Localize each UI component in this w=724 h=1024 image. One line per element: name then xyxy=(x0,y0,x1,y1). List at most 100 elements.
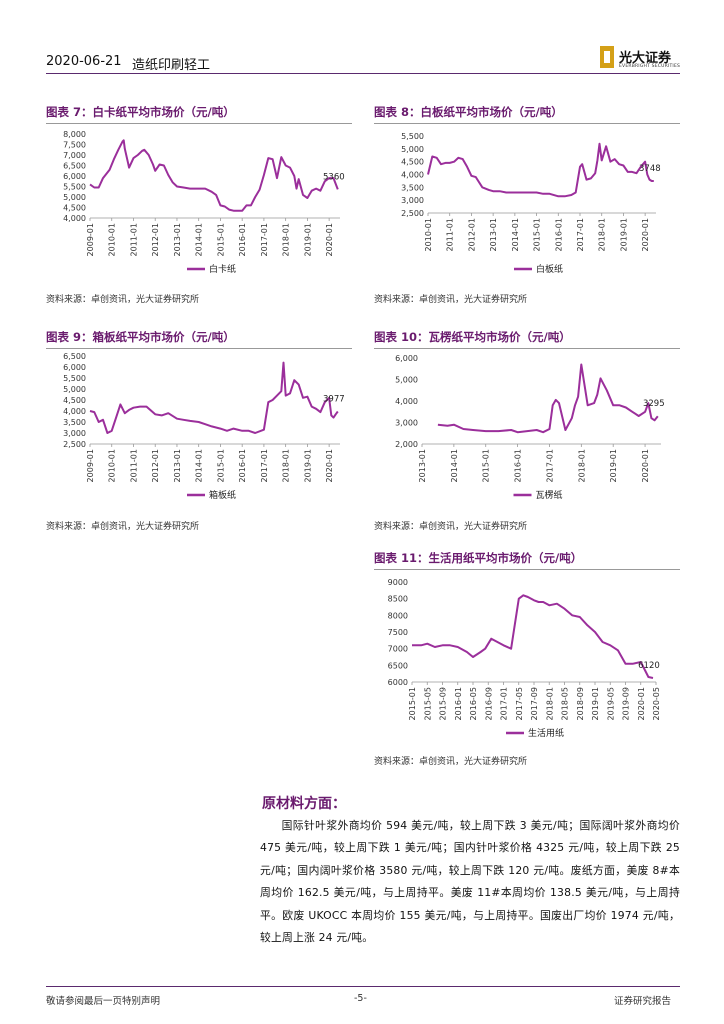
footer-disclaimer: 敬请参阅最后一页特别声明 xyxy=(46,996,161,1007)
x-tick-label: 2013-01 xyxy=(173,223,182,256)
x-tick-label: 2018-09 xyxy=(576,687,585,720)
x-tick-label: 2018-05 xyxy=(561,687,570,720)
y-tick-label: 8000 xyxy=(388,611,408,620)
y-tick-label: 6,000 xyxy=(63,172,86,181)
x-tick-label: 2016-01 xyxy=(554,218,563,251)
y-tick-label: 5,500 xyxy=(63,183,86,192)
last-value-label: 3977 xyxy=(323,395,345,405)
x-tick-label: 2011-01 xyxy=(129,449,138,482)
brand-name: 光大证券 xyxy=(619,51,672,66)
y-tick-label: 4,000 xyxy=(401,171,424,180)
figure-11-title-rule xyxy=(374,569,680,570)
x-tick-label: 2020-01 xyxy=(637,687,646,720)
x-tick-label: 2020-01 xyxy=(641,218,650,251)
page-number: -5- xyxy=(354,993,367,1004)
last-value-label: 5360 xyxy=(323,172,345,182)
figure-9-title: 图表 9：箱板纸平均市场价（元/吨） xyxy=(46,330,235,344)
y-tick-label: 2,500 xyxy=(63,440,86,449)
x-tick-label: 2016-01 xyxy=(454,687,463,720)
y-tick-label: 6,500 xyxy=(63,352,86,361)
x-tick-label: 2018-01 xyxy=(577,449,586,482)
x-tick-label: 2012-01 xyxy=(467,218,476,251)
y-tick-label: 6,500 xyxy=(63,162,86,171)
y-tick-label: 4,000 xyxy=(63,214,86,223)
figure-7-title: 图表 7：白卡纸平均市场价（元/吨） xyxy=(46,105,235,119)
figure-9-source: 资料来源：卓创资讯，光大证券研究所 xyxy=(46,522,200,532)
footer-report-type: 证券研究报告 xyxy=(614,996,672,1007)
y-tick-label: 4,000 xyxy=(395,397,418,406)
last-value-label: 3748 xyxy=(639,164,661,174)
legend-label: 箱板纸 xyxy=(209,489,236,501)
x-tick-label: 2015-01 xyxy=(408,687,417,720)
x-tick-label: 2016-01 xyxy=(238,449,247,482)
legend-label: 白板纸 xyxy=(536,263,563,275)
x-tick-label: 2010-01 xyxy=(108,223,117,256)
x-tick-label: 2013-01 xyxy=(489,218,498,251)
figure-7-source: 资料来源：卓创资讯，光大证券研究所 xyxy=(46,295,200,305)
x-tick-label: 2019-01 xyxy=(609,449,618,482)
x-tick-label: 2020-01 xyxy=(325,449,334,482)
x-tick-label: 2019-01 xyxy=(303,449,312,482)
y-tick-label: 6000 xyxy=(388,678,408,687)
y-tick-label: 6500 xyxy=(388,661,408,670)
figure-8-title: 图表 8：白板纸平均市场价（元/吨） xyxy=(374,105,563,119)
y-tick-label: 5,000 xyxy=(63,385,86,394)
x-tick-label: 2020-05 xyxy=(652,687,661,720)
figure-10-source: 资料来源：卓创资讯，光大证券研究所 xyxy=(374,522,528,532)
y-tick-label: 9000 xyxy=(388,578,408,587)
y-tick-label: 5,500 xyxy=(401,132,424,141)
figure-10-chart: 2,000 3,000 4,000 5,000 6,000 2013-01 2014-01 2… xyxy=(395,354,665,501)
x-tick-label: 2018-01 xyxy=(282,449,291,482)
figure-7-title-rule xyxy=(46,123,352,124)
x-tick-label: 2019-01 xyxy=(619,218,628,251)
x-tick-label: 2009-01 xyxy=(86,449,95,482)
x-tick-label: 2017-01 xyxy=(260,223,269,256)
x-tick-label: 2017-01 xyxy=(260,449,269,482)
y-tick-label: 3,000 xyxy=(401,196,424,205)
x-tick-label: 2019-09 xyxy=(622,687,631,720)
x-tick-label: 2016-01 xyxy=(514,449,523,482)
x-tick-label: 2010-01 xyxy=(424,218,433,251)
y-tick-label: 5,000 xyxy=(63,193,86,202)
series-line-瓦楞纸 xyxy=(437,363,659,434)
figure-10-title: 图表 10：瓦楞纸平均市场价（元/吨） xyxy=(374,330,571,344)
figure-10-title-rule xyxy=(374,348,680,349)
x-tick-label: 2017-01 xyxy=(500,687,509,720)
y-tick-label: 7,500 xyxy=(63,141,86,150)
x-tick-label: 2020-01 xyxy=(641,449,650,482)
x-tick-label: 2016-09 xyxy=(484,687,493,720)
section-heading: 原材料方面： xyxy=(262,796,346,812)
x-tick-label: 2018-01 xyxy=(545,687,554,720)
x-tick-label: 2019-01 xyxy=(591,687,600,720)
legend-label: 白卡纸 xyxy=(209,263,236,275)
x-tick-label: 2015-01 xyxy=(216,449,225,482)
x-tick-label: 2011-01 xyxy=(129,223,138,256)
y-tick-label: 3,000 xyxy=(63,429,86,438)
header-divider xyxy=(46,73,680,74)
y-tick-label: 8500 xyxy=(388,595,408,604)
last-value-label: 6120 xyxy=(638,661,660,671)
brand-logo-mark xyxy=(604,51,610,63)
x-tick-label: 2014-01 xyxy=(450,449,459,482)
figure-9-title-rule xyxy=(46,348,352,349)
figure-9-chart: 2,500 3,000 3,500 4,000 4,500 5,000 5,500 6,000… xyxy=(63,352,345,501)
y-tick-label: 3,000 xyxy=(395,419,418,428)
x-tick-label: 2018-01 xyxy=(282,223,291,256)
y-tick-label: 4,000 xyxy=(63,407,86,416)
x-tick-label: 2013-01 xyxy=(173,449,182,482)
x-tick-label: 2013-01 xyxy=(418,449,427,482)
figure-8-title-rule xyxy=(374,123,680,124)
y-tick-label: 8,000 xyxy=(63,130,86,139)
x-tick-label: 2016-01 xyxy=(238,223,247,256)
y-tick-label: 7,000 xyxy=(63,151,86,160)
series-line-白卡纸 xyxy=(89,139,339,212)
series-line-生活用纸 xyxy=(412,594,654,679)
x-tick-label: 2020-01 xyxy=(325,223,334,256)
report-sector: 造纸印刷轻工 xyxy=(132,58,211,73)
figure-11-title: 图表 11：生活用纸平均市场价（元/吨） xyxy=(374,551,583,565)
x-tick-label: 2019-01 xyxy=(303,223,312,256)
y-tick-label: 5,000 xyxy=(401,145,424,154)
x-tick-label: 2019-05 xyxy=(606,687,615,720)
x-tick-label: 2017-05 xyxy=(515,687,524,720)
